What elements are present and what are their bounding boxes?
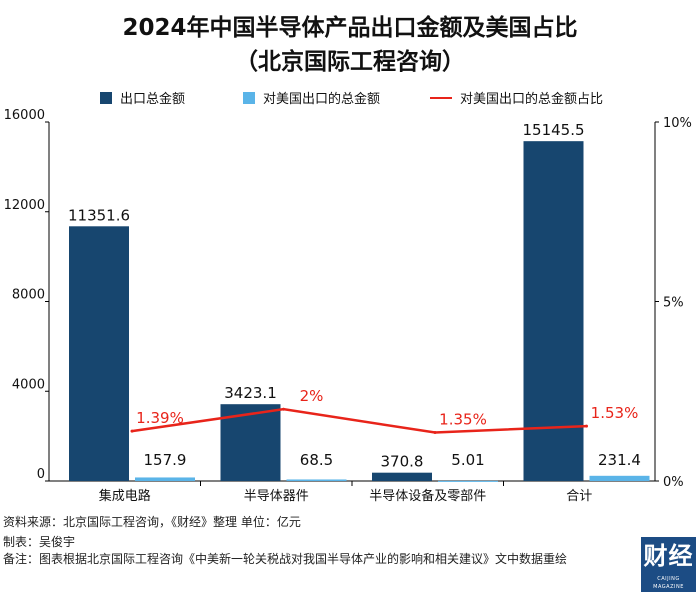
legend: 出口总金额 对美国出口的总金额 对美国出口的总金额占比 — [0, 88, 700, 108]
bar-total — [220, 404, 281, 481]
share-point — [585, 424, 588, 428]
legend-swatch-us — [243, 91, 255, 104]
legend-item-share: 对美国出口的总金额占比 — [430, 88, 603, 107]
footer-note: 备注：图表根据北京国际工程咨询《中美新一轮关税战对我国半导体产业的影响和相关建议… — [3, 552, 568, 566]
bar-us-value-label: 231.4 — [598, 451, 641, 469]
y-right-tick-label: 10% — [663, 116, 692, 131]
bar-total-value-label: 11351.6 — [68, 206, 130, 224]
logo-subtext: CAIJING MAGAZINE — [653, 576, 684, 590]
footer-author: 制表：吴俊宇 — [3, 535, 76, 549]
legend-label-us: 对美国出口的总金额 — [263, 92, 381, 107]
y-left-tick-label: 0 — [37, 467, 45, 482]
legend-swatch-total — [100, 91, 112, 104]
y-left-tick-label: 16000 — [4, 108, 45, 123]
bar-us — [438, 480, 498, 482]
bar-us — [286, 479, 347, 481]
x-category-label: 集成电路 — [99, 488, 151, 504]
share-point — [282, 407, 285, 411]
bar-us — [135, 477, 195, 481]
chart-title: 2024年中国半导体产品出口金额及美国占比 — [122, 15, 578, 41]
bar-total — [69, 226, 129, 481]
y-left-tick-label: 12000 — [4, 198, 45, 213]
share-value-label: 1.39% — [136, 409, 184, 427]
bar-total — [372, 472, 432, 481]
caijing-logo: 财经 CAIJING MAGAZINE — [641, 537, 696, 592]
y-left-tick-label: 4000 — [12, 377, 45, 392]
share-value-label: 2% — [300, 387, 324, 405]
bar-us-value-label: 157.9 — [144, 451, 187, 469]
bar-us-value-label: 5.01 — [451, 451, 484, 469]
legend-label-share: 对美国出口的总金额占比 — [460, 92, 604, 107]
legend-item-us: 对美国出口的总金额 — [243, 88, 380, 107]
footer-source: 资料来源：北京国际工程咨询，《财经》整理 单位：亿元 — [3, 515, 301, 529]
share-line — [131, 407, 587, 434]
logo-text: 财经 — [643, 542, 694, 570]
legend-item-total: 出口总金额 — [100, 88, 185, 107]
x-category-label: 合计 — [566, 489, 592, 504]
bar-total-value-label: 15145.5 — [522, 121, 584, 139]
x-category-label: 半导体设备及零部件 — [369, 488, 486, 504]
chart-subtitle: （北京国际工程咨询） — [235, 49, 465, 75]
bar-total-value-label: 370.8 — [381, 453, 424, 471]
legend-label-total: 出口总金额 — [120, 92, 186, 107]
share-point — [130, 429, 134, 433]
bar-us-value-label: 68.5 — [300, 451, 333, 469]
y-left-tick-label: 8000 — [12, 288, 45, 303]
share-point — [433, 431, 437, 435]
bar-us — [589, 475, 650, 481]
bar-total-value-label: 3423.1 — [224, 384, 277, 402]
y-right-tick-label: 5% — [663, 296, 684, 311]
share-value-label: 1.35% — [439, 411, 487, 429]
y-right-tick-label: 0% — [663, 475, 684, 490]
bar-total — [523, 141, 584, 481]
share-value-label: 1.53% — [591, 404, 639, 422]
x-category-label: 半导体器件 — [244, 489, 309, 504]
legend-line-share — [430, 96, 452, 99]
